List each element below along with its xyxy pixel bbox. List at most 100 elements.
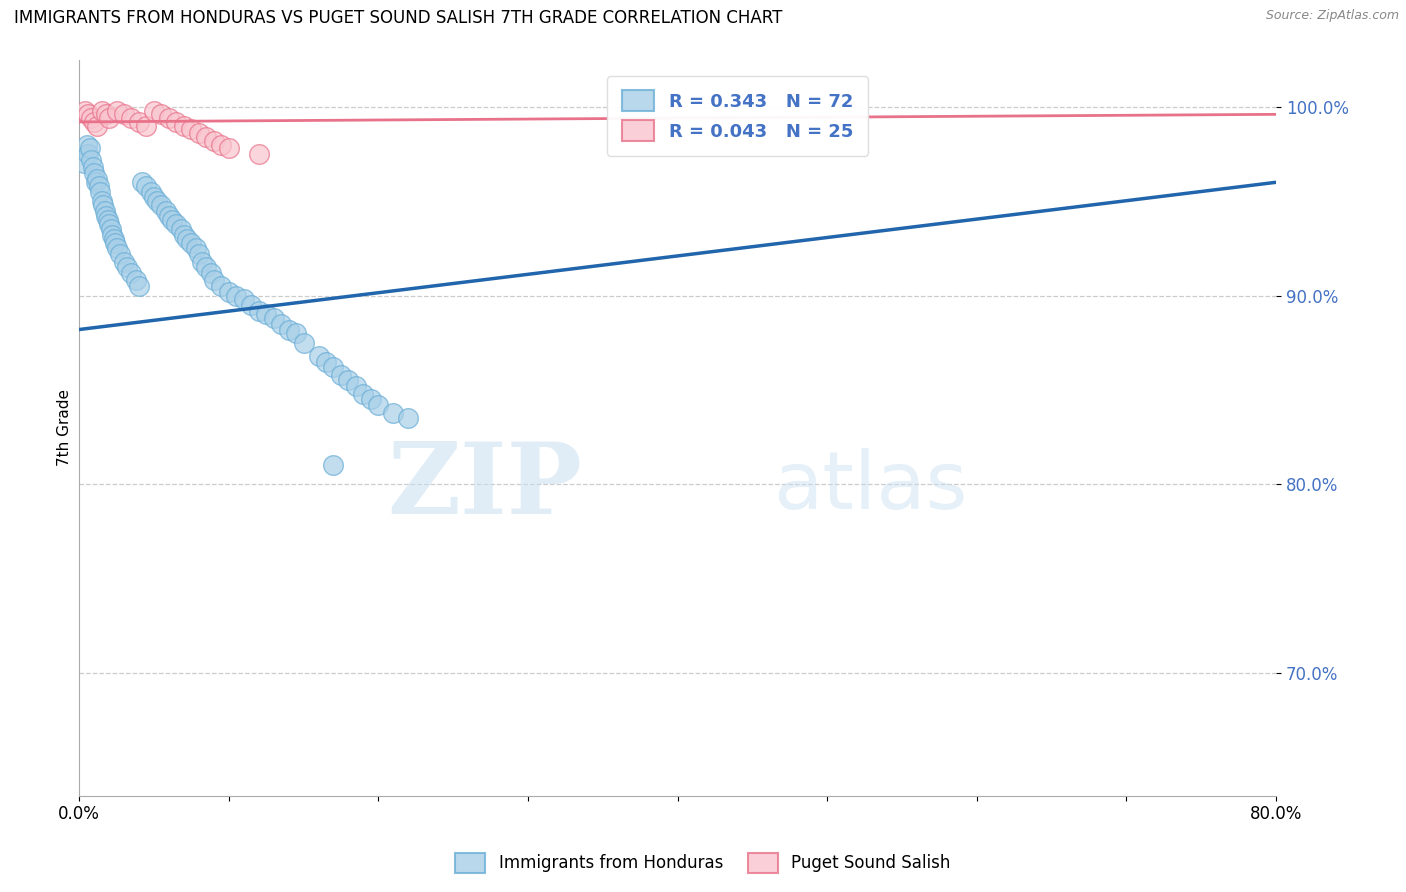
Point	[98, 217, 121, 231]
Point	[125, 273, 148, 287]
Point	[77, 107, 100, 121]
Point	[180, 122, 202, 136]
Point	[84, 175, 107, 189]
Point	[218, 285, 240, 299]
Point	[225, 288, 247, 302]
Point	[135, 179, 157, 194]
Point	[344, 379, 367, 393]
Point	[128, 115, 150, 129]
Point	[94, 209, 117, 223]
Point	[382, 406, 405, 420]
Point	[277, 322, 299, 336]
Point	[104, 235, 127, 250]
Point	[165, 115, 187, 129]
Point	[105, 103, 128, 118]
Legend: R = 0.343   N = 72, R = 0.043   N = 25: R = 0.343 N = 72, R = 0.043 N = 25	[607, 76, 868, 155]
Point	[96, 213, 118, 227]
Point	[87, 179, 110, 194]
Point	[352, 386, 374, 401]
Point	[103, 232, 125, 246]
Point	[247, 303, 270, 318]
Point	[155, 203, 177, 218]
Point	[135, 119, 157, 133]
Point	[100, 222, 122, 236]
Point	[150, 107, 173, 121]
Point	[247, 147, 270, 161]
Point	[80, 111, 103, 125]
Text: Source: ZipAtlas.com: Source: ZipAtlas.com	[1265, 9, 1399, 22]
Point	[360, 392, 382, 407]
Point	[142, 190, 165, 204]
Point	[91, 198, 114, 212]
Point	[94, 107, 117, 121]
Point	[173, 228, 195, 243]
Point	[330, 368, 353, 382]
Text: IMMIGRANTS FROM HONDURAS VS PUGET SOUND SALISH 7TH GRADE CORRELATION CHART: IMMIGRANTS FROM HONDURAS VS PUGET SOUND …	[14, 9, 782, 27]
Point	[101, 228, 124, 243]
Point	[254, 307, 277, 321]
Point	[160, 213, 183, 227]
Point	[90, 103, 112, 118]
Point	[98, 111, 121, 125]
Point	[308, 349, 330, 363]
Point	[170, 222, 193, 236]
Point	[195, 260, 218, 275]
Point	[337, 374, 360, 388]
Point	[165, 217, 187, 231]
Point	[173, 119, 195, 133]
Point	[187, 126, 209, 140]
Point	[77, 147, 100, 161]
Point	[76, 137, 98, 152]
Legend: Immigrants from Honduras, Puget Sound Salish: Immigrants from Honduras, Puget Sound Sa…	[449, 847, 957, 880]
Point	[367, 398, 389, 412]
Point	[218, 141, 240, 155]
Point	[184, 241, 207, 255]
Point	[240, 298, 263, 312]
Point	[79, 141, 101, 155]
Point	[112, 254, 135, 268]
Point	[200, 266, 222, 280]
Point	[142, 103, 165, 118]
Point	[232, 293, 254, 307]
Point	[157, 209, 180, 223]
Point	[146, 194, 169, 209]
Point	[195, 130, 218, 145]
Point	[292, 335, 315, 350]
Point	[270, 317, 292, 331]
Point	[322, 458, 344, 473]
Text: atlas: atlas	[773, 448, 967, 525]
Point	[176, 232, 198, 246]
Point	[83, 166, 105, 180]
Point	[121, 111, 143, 125]
Point	[83, 115, 105, 129]
Point	[187, 247, 209, 261]
Y-axis label: 7th Grade: 7th Grade	[58, 389, 72, 467]
Point	[105, 241, 128, 255]
Point	[209, 279, 232, 293]
Point	[209, 137, 232, 152]
Point	[157, 111, 180, 125]
Point	[86, 119, 108, 133]
Point	[72, 156, 94, 170]
Point	[180, 235, 202, 250]
Point	[112, 107, 135, 121]
Point	[396, 411, 419, 425]
Point	[80, 153, 103, 167]
Point	[108, 247, 131, 261]
Point	[202, 134, 225, 148]
Point	[285, 326, 308, 341]
Point	[322, 360, 344, 375]
Point	[139, 185, 162, 199]
Point	[115, 260, 138, 275]
Point	[131, 175, 153, 189]
Text: ZIP: ZIP	[387, 438, 582, 535]
Point	[128, 279, 150, 293]
Point	[121, 266, 143, 280]
Point	[150, 198, 173, 212]
Point	[263, 311, 285, 326]
Point	[89, 185, 111, 199]
Point	[202, 273, 225, 287]
Point	[191, 254, 214, 268]
Point	[82, 160, 104, 174]
Point	[93, 203, 115, 218]
